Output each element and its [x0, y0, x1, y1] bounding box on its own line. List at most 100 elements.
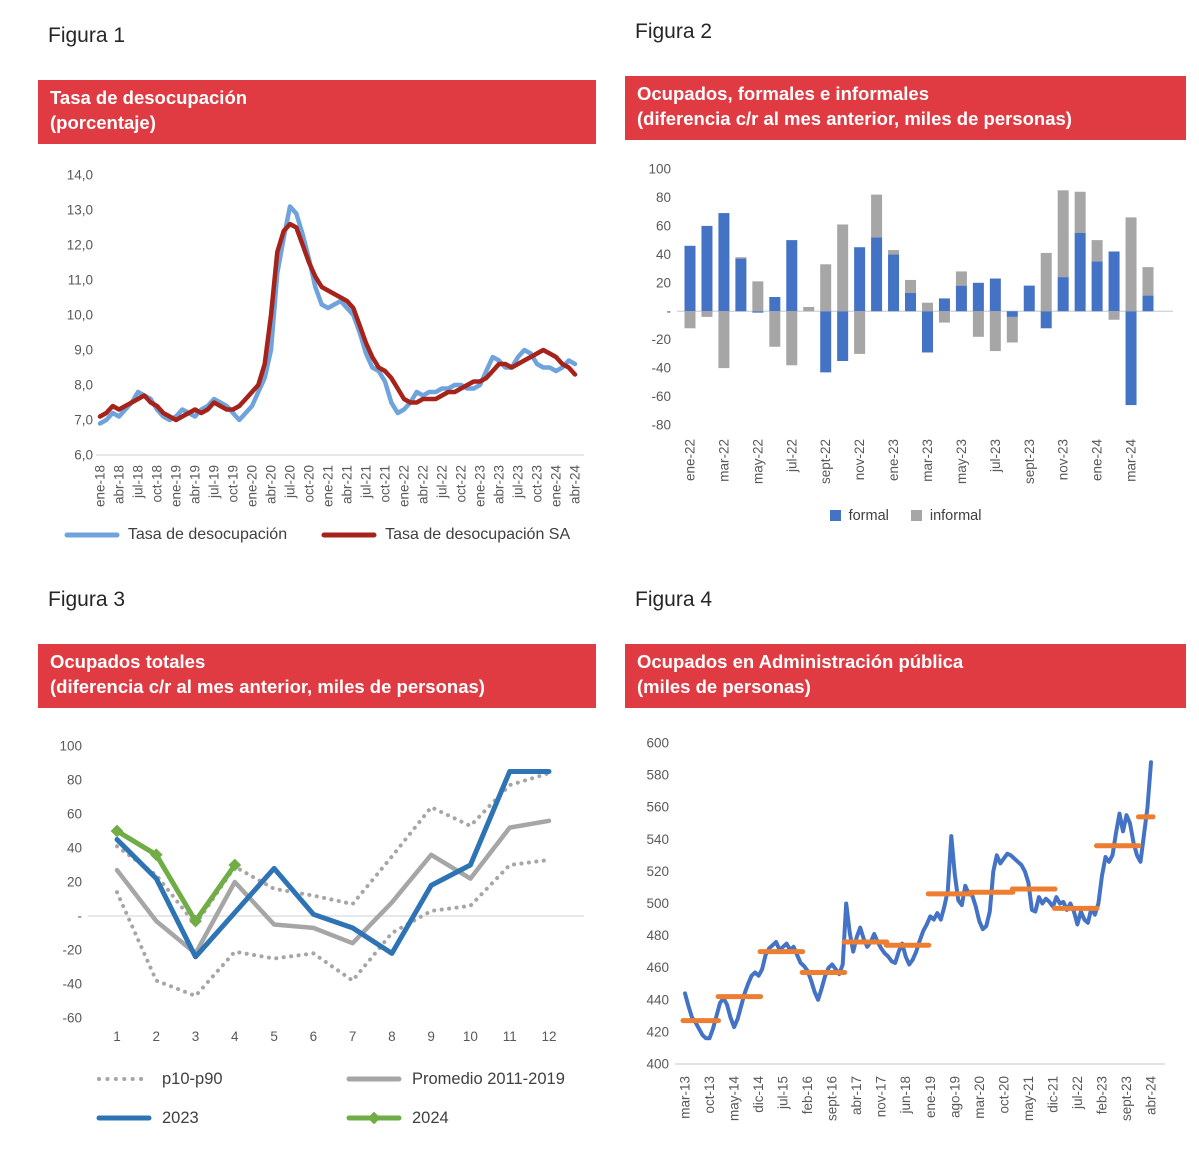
bar-formal	[820, 310, 832, 372]
x-tick-label: dic-21	[1045, 1076, 1060, 1113]
x-tick-label: 7	[349, 1029, 357, 1044]
bar-informal	[854, 310, 866, 354]
x-tick-label: mar-24	[1124, 438, 1139, 481]
y-tick-label: 12,0	[67, 237, 93, 252]
figure-1-legend: Tasa de desocupación Tasa de desocupación…	[38, 526, 596, 544]
dots-swatch-icon	[97, 1077, 151, 1082]
bar-formal	[1057, 276, 1069, 311]
bar-informal	[1091, 239, 1103, 262]
bar-informal	[837, 224, 849, 311]
x-tick-label: ene-21	[321, 465, 336, 507]
y-tick-label: 8,0	[74, 377, 93, 392]
y-tick-label: -60	[651, 389, 671, 404]
x-tick-label: ago-19	[947, 1076, 962, 1118]
x-tick-label: jul-22	[1070, 1076, 1085, 1110]
x-tick-label: ene-23	[886, 439, 901, 481]
bar-informal	[989, 310, 1001, 351]
bar-informal	[1142, 266, 1154, 296]
y-tick-label: 440	[646, 992, 669, 1007]
legend-label: formal	[848, 507, 889, 524]
bar-formal	[1023, 285, 1035, 311]
bar-formal	[769, 296, 781, 311]
bar-informal	[1108, 310, 1120, 320]
x-tick-label: ene-22	[397, 465, 412, 507]
figure-4-heading: Figura 4	[635, 588, 713, 611]
square-swatch-icon	[829, 510, 841, 522]
bar-formal	[701, 225, 713, 311]
formal-informal-bar-chart: 100 80 60 40 20 - -20 -40 -60 -80 ene-22 mar-22 may-…	[648, 161, 1173, 484]
y-tick-label: 600	[646, 735, 669, 750]
line-swatch-icon	[96, 1115, 152, 1121]
x-tick-label: 6	[310, 1029, 318, 1044]
bar-formal	[888, 253, 900, 311]
figure-2-panel: Figura 2 Ocupados, formales e informales…	[625, 20, 1186, 524]
bar-informal	[820, 263, 832, 311]
x-tick-label: abr-21	[340, 465, 355, 504]
x-tick-label: ene-24	[1090, 438, 1105, 481]
x-tick-label: ene-18	[93, 465, 108, 507]
line-swatch-icon	[64, 532, 120, 538]
legend-item-2023: 2023	[96, 1109, 346, 1128]
y-tick-label: 14,0	[67, 167, 93, 182]
y-tick-label: 80	[656, 190, 671, 205]
x-tick-label: jul-20	[283, 465, 298, 499]
bar-formal	[989, 278, 1001, 311]
y-tick-label: 100	[59, 738, 82, 753]
bar-formal	[854, 246, 866, 311]
legend-label: 2024	[412, 1108, 449, 1127]
legend-item-2024: 2024	[346, 1109, 606, 1128]
y-tick-label: 80	[67, 772, 82, 787]
bar-formal	[735, 258, 747, 311]
figure-1-banner: Tasa de desocupación (porcentaje)	[38, 80, 596, 144]
diamond-marker	[189, 914, 202, 928]
legend-item-formal: formal	[829, 507, 889, 524]
legend-item-p10-p90: p10-p90	[96, 1070, 346, 1089]
line-series	[115, 857, 551, 998]
x-tick-label: ene-22	[683, 439, 698, 481]
bar-formal	[1006, 310, 1018, 317]
x-tick-label: oct-21	[378, 465, 393, 503]
x-tick-label: abr-24	[568, 464, 583, 504]
y-tick-label: 420	[646, 1024, 669, 1039]
x-tick-label: abr-23	[492, 465, 507, 504]
x-tick-label: mar-13	[678, 1076, 693, 1119]
y-tick-label: 520	[646, 863, 669, 878]
y-tick-label: 560	[646, 799, 669, 814]
x-tick-label: ene-24	[549, 464, 564, 507]
legend-label: Tasa de desocupación	[127, 525, 288, 543]
x-tick-label: sept-23	[1119, 1076, 1134, 1121]
x-tick-label: oct-20	[302, 465, 317, 503]
banner-title: Ocupados, formales e informales	[637, 83, 929, 104]
bar-formal	[752, 310, 764, 313]
bar-informal	[752, 280, 764, 311]
bar-informal	[684, 310, 696, 328]
square-swatch-icon	[910, 510, 922, 522]
x-tick-label: 12	[541, 1029, 556, 1044]
figure-2-legend: formal informal	[625, 508, 1186, 524]
x-tick-label: ene-23	[473, 465, 488, 507]
bar-informal	[1074, 191, 1086, 233]
x-tick-label: nov-17	[874, 1076, 889, 1117]
bar-formal	[972, 282, 984, 311]
x-tick-label: dic-14	[751, 1075, 766, 1112]
x-tick-label: oct-18	[150, 465, 165, 503]
banner-subtitle: (porcentaje)	[50, 111, 156, 133]
figure-3-heading: Figura 3	[48, 588, 126, 611]
bar-formal	[921, 310, 933, 353]
y-tick-label: -40	[651, 360, 671, 375]
y-tick-label: 6,0	[74, 447, 93, 462]
x-tick-label: mar-20	[972, 1076, 987, 1119]
x-tick-label: abr-24	[1144, 1075, 1159, 1115]
bar-informal	[786, 310, 798, 365]
banner-title: Ocupados totales	[50, 651, 206, 672]
x-tick-label: 11	[503, 1029, 517, 1044]
y-tick-label: -60	[62, 1010, 82, 1025]
x-tick-label: abr-22	[416, 465, 431, 504]
bar-formal	[1142, 295, 1154, 311]
x-tick-label: jul-18	[131, 465, 146, 499]
x-tick-label: jul-21	[359, 465, 374, 499]
x-tick-label: jul-22	[435, 465, 450, 499]
bar-informal	[701, 310, 713, 317]
x-tick-label: may-21	[1021, 1076, 1036, 1121]
